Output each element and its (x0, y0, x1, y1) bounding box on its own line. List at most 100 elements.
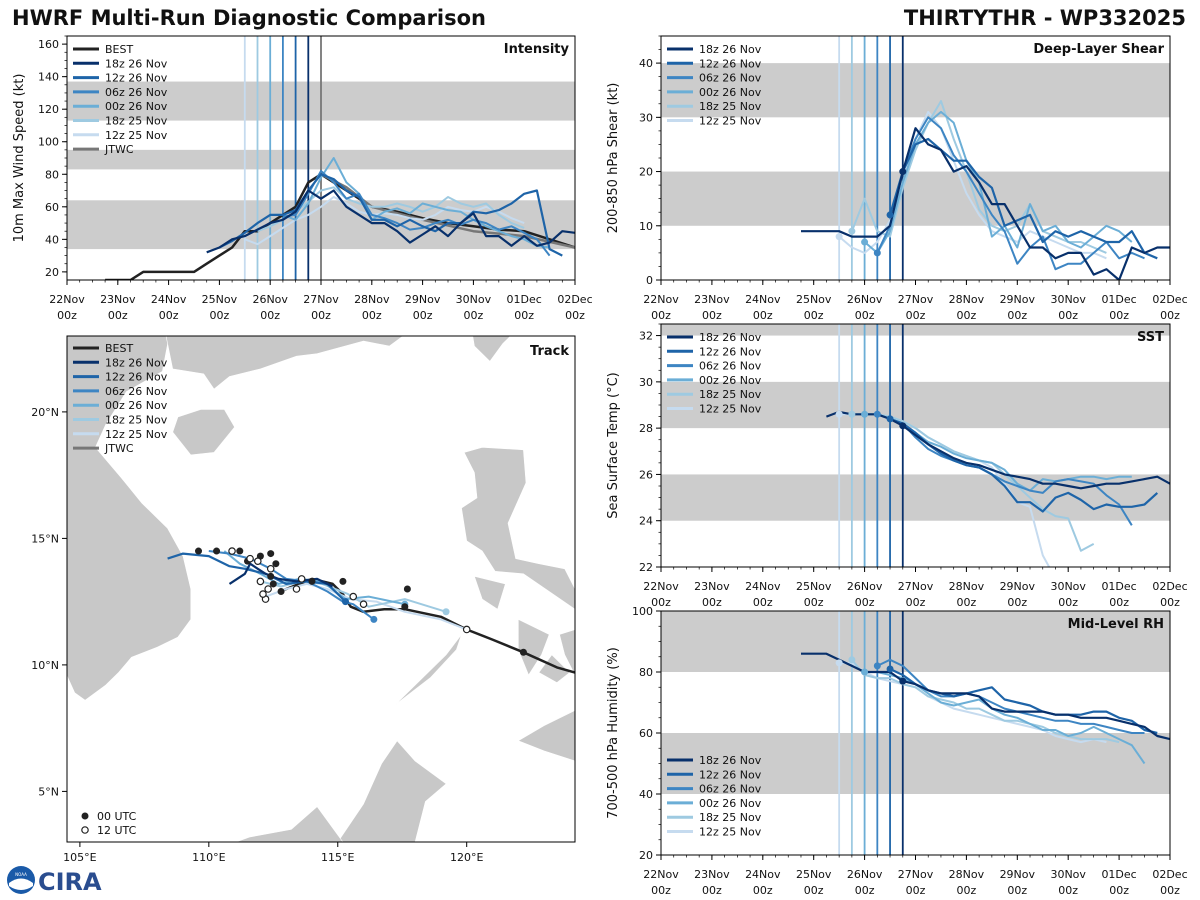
track-xtick-label: 115°E (321, 851, 354, 864)
shear-legend-label: 18z 25 Nov (699, 100, 762, 113)
rh-band (661, 611, 1170, 672)
intensity-xtick-label: 01Dec 00z (507, 293, 542, 322)
rh-series-12z-26-nov (889, 668, 1158, 735)
track-forecast-marker (370, 615, 378, 623)
rh-legend-label: 18z 25 Nov (699, 811, 762, 824)
sarawak-land (177, 806, 344, 842)
sst-xtick-day: 24Nov (745, 580, 781, 593)
shear-xtick-day: 24Nov (745, 293, 781, 306)
best-marker-12utc (462, 625, 471, 634)
shear-series-00z-26-nov (863, 110, 1133, 254)
intensity-xtick-day: 28Nov (354, 293, 390, 306)
rh-xtick-label: 30Nov 00z (1050, 868, 1086, 897)
best-marker-00utc (519, 648, 527, 656)
sst-xtick-hour: 00z (1109, 596, 1129, 609)
cira-wordmark: CIRA (38, 868, 102, 896)
sst-series-group (826, 410, 1170, 567)
track-forecast-marker (341, 598, 349, 606)
shear-xtick-day: 22Nov (643, 293, 679, 306)
rh-ytick-label: 40 (639, 788, 653, 801)
shear-band (661, 171, 1170, 226)
rh-ytick-label: 100 (632, 605, 653, 618)
intensity-xtick-hour: 00z (464, 309, 484, 322)
intensity-xtick-hour: 00z (108, 309, 128, 322)
sst-xtick-hour: 00z (1007, 596, 1027, 609)
intensity-xtick-hour: 00z (57, 309, 77, 322)
best-marker-00utc (339, 577, 347, 585)
rh-xtick-label: 22Nov 00z (643, 868, 679, 897)
intensity-legend-label: JTWC (104, 143, 134, 156)
rh-legend-label: 18z 26 Nov (699, 754, 762, 767)
rh-xtick-hour: 00z (906, 884, 926, 897)
intensity-legend-label: 18z 25 Nov (105, 115, 168, 128)
shear-title: Deep-Layer Shear (1033, 42, 1164, 57)
shear-xtick-label: 27Nov 00z (898, 293, 934, 322)
intensity-xtick-day: 02Dec (557, 293, 592, 306)
rh-init-marker (886, 665, 894, 673)
legend-12utc-label: 12 UTC (97, 824, 137, 837)
intensity-legend-label: 12z 25 Nov (105, 129, 168, 142)
south-china-coast-land (165, 336, 404, 390)
hainan-land (172, 409, 235, 456)
rh-ytick-label: 60 (639, 727, 653, 740)
rh-series-12z-25-nov (839, 661, 1107, 744)
shear-ylabel: 200-850 hPa Shear (kt) (606, 83, 621, 234)
track-legend-label: 18z 26 Nov (105, 356, 168, 369)
rh-xtick-label: 24Nov 00z (745, 868, 781, 897)
shear-xtick-day: 25Nov (796, 293, 832, 306)
shear-xtick-hour: 00z (1058, 309, 1078, 322)
sst-xtick-label: 30Nov 00z (1050, 580, 1086, 609)
sst-init-marker (848, 410, 856, 418)
shear-xtick-label: 29Nov 00z (1000, 293, 1036, 322)
shear-init-marker (861, 238, 869, 246)
intensity-ytick-label: 20 (45, 266, 59, 279)
sst-xtick-day: 02Dec (1152, 580, 1187, 593)
track-panel: 105°E 110°E 115°E 120°E 5°N 10°N 15°N 20°N Track… (31, 335, 576, 864)
rh-xtick-hour: 00z (804, 884, 824, 897)
best-marker-12utc (297, 575, 306, 583)
best-marker-12utc (264, 585, 272, 593)
intensity-xtick-day: 26Nov (252, 293, 288, 306)
intensity-xtick-hour: 00z (413, 309, 433, 322)
sst-xtick-day: 25Nov (796, 580, 832, 593)
best-marker-12utc (292, 585, 301, 593)
track-legend-label: 18z 25 Nov (105, 414, 168, 427)
rh-xtick-label: 28Nov 00z (949, 868, 985, 897)
intensity-xtick-label: 27Nov 00z (303, 293, 339, 322)
sst-xtick-hour: 00z (855, 596, 875, 609)
rh-xtick-label: 02Dec 00z (1152, 868, 1187, 897)
rh-xtick-label: 23Nov 00z (694, 868, 730, 897)
sst-xtick-hour: 00z (804, 596, 824, 609)
best-marker-00utc (267, 572, 275, 580)
rh-init-marker (835, 659, 843, 667)
track-ytick-label: 20°N (31, 406, 59, 419)
shear-ytick-label: 20 (639, 166, 653, 179)
sst-init-marker (861, 410, 869, 418)
track-legend-label: BEST (105, 342, 133, 355)
intensity-xtick-day: 24Nov (151, 293, 187, 306)
intensity-xtick-day: 27Nov (303, 293, 339, 306)
intensity-xtick-hour: 00z (210, 309, 230, 322)
track-forecast-marker (442, 608, 450, 616)
rh-xtick-hour: 00z (1007, 884, 1027, 897)
shear-init-marker (899, 168, 907, 176)
sst-xtick-day: 29Nov (1000, 580, 1036, 593)
indochina-land (67, 336, 192, 701)
best-marker-00utc (277, 588, 285, 596)
intensity-ytick-label: 120 (38, 103, 59, 116)
best-marker-12utc (266, 564, 275, 573)
noaa-label: NOAA (15, 872, 27, 877)
shear-init-marker (848, 227, 856, 235)
shear-xtick-day: 27Nov (898, 293, 934, 306)
intensity-xtick-day: 29Nov (405, 293, 441, 306)
legend-12utc-marker (81, 826, 89, 834)
legend-00utc-marker (81, 812, 89, 820)
intensity-xtick-hour: 00z (514, 309, 534, 322)
rh-series-18z-25-nov (851, 659, 1120, 744)
intensity-xtick-label: 30Nov 00z (456, 293, 492, 322)
shear-xtick-day: 01Dec (1101, 293, 1136, 306)
shear-xtick-day: 26Nov (847, 293, 883, 306)
intensity-xtick-label: 29Nov 00z (405, 293, 441, 322)
rh-series-group (801, 652, 1170, 765)
